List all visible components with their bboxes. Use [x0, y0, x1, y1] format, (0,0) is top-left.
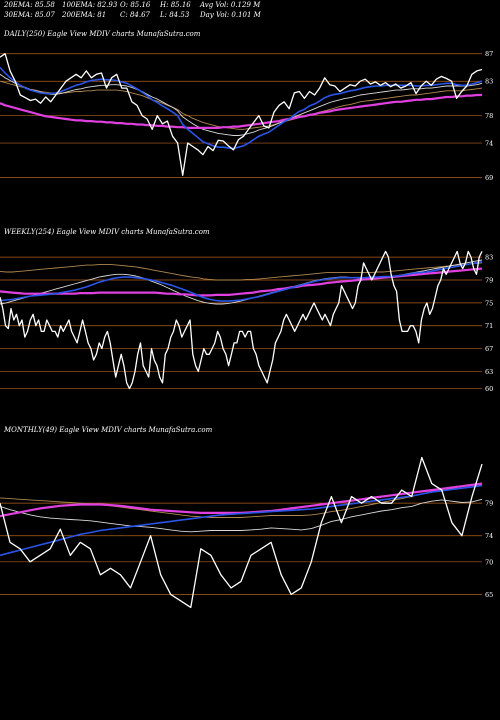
weekly-panel-title: WEEKLY(254) Eagle View MDIV charts Munaf…: [4, 228, 210, 236]
header-30ema: 30EMA: 85.07: [4, 11, 55, 19]
monthly-ema-blue-line: [0, 484, 483, 557]
weekly-y-tick-label: 67: [485, 345, 493, 353]
header-100ema: 100EMA: 82.93: [62, 1, 118, 9]
weekly-ema-tan-line: [0, 262, 483, 281]
monthly-price-line: [0, 456, 483, 609]
monthly-y-tick-label: 65: [485, 591, 493, 599]
header-200ema: 200EMA: 81: [62, 11, 107, 19]
daily-y-tick-label: 83: [485, 78, 493, 86]
daily-price-line: [0, 53, 483, 176]
header-20ema: 20EMA: 85.58: [4, 1, 55, 9]
monthly-ema-magenta-line: [0, 482, 483, 518]
header-low: L: 84.53: [160, 11, 190, 19]
daily-ema-tan-line: [0, 80, 483, 130]
weekly-y-tick-label: 71: [485, 322, 493, 330]
daily-y-tick-label: 78: [485, 112, 493, 120]
monthly-panel-title: MONTHLY(49) Eagle View MDIV charts Munaf…: [4, 426, 213, 434]
monthly-y-tick-label: 79: [485, 500, 493, 508]
daily-ema-magenta-line: [0, 93, 482, 130]
daily-panel-title: DAILY(250) Eagle View MDIV charts Munafa…: [4, 30, 201, 38]
header-day-vol: Day Vol: 0.101 M: [200, 11, 261, 19]
daily-y-tick-label: 87: [485, 50, 493, 58]
header-high: H: 85.16: [160, 1, 191, 9]
monthly-y-tick-label: 74: [485, 532, 493, 540]
daily-y-tick-label: 74: [485, 140, 493, 148]
monthly-ema-tan-line: [0, 484, 483, 518]
header-close: C: 84.67: [120, 11, 150, 19]
weekly-y-tick-label: 83: [485, 254, 493, 262]
daily-ema-blue-line: [0, 66, 483, 150]
daily-ema-light-fast-line: [0, 73, 483, 136]
weekly-y-tick-label: 75: [485, 299, 493, 307]
weekly-y-tick-label: 79: [485, 277, 493, 285]
header-avg-vol: Avg Vol: 0.129 M: [200, 1, 261, 9]
header-open: O: 85.16: [120, 1, 151, 9]
daily-y-tick-label: 69: [485, 174, 493, 182]
weekly-y-tick-label: 63: [485, 368, 493, 376]
weekly-ema-blue-line: [0, 260, 483, 302]
weekly-price-line: [0, 250, 483, 390]
weekly-y-tick-label: 60: [485, 385, 493, 393]
monthly-y-tick-label: 70: [485, 558, 493, 566]
monthly-ema-light-fast-line: [0, 498, 483, 533]
